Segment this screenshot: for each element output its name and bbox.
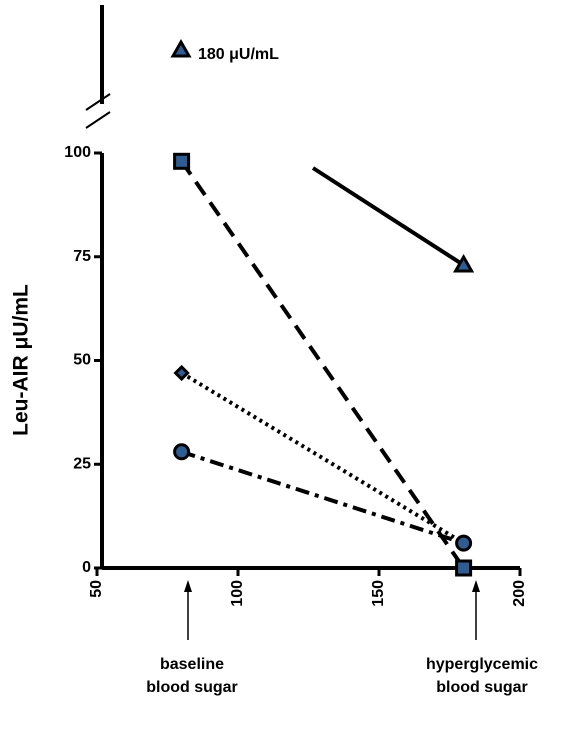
y-tick-label: 0 — [82, 559, 91, 576]
marker — [453, 254, 475, 273]
series-line — [311, 166, 465, 267]
y-axis-label: Leu-AIR μU/mL — [10, 284, 33, 436]
annotation: blood sugar — [436, 679, 528, 696]
marker — [173, 364, 190, 382]
arrow-head — [472, 580, 480, 592]
series-line — [179, 160, 466, 570]
x-tick-label: 100 — [229, 580, 246, 607]
y-tick-label: 25 — [73, 455, 91, 472]
annotation: hyperglycemic — [426, 656, 538, 673]
marker — [455, 534, 473, 552]
x-tick-label: 50 — [88, 580, 105, 598]
marker — [455, 559, 473, 577]
annotation: baseline — [160, 656, 224, 673]
x-tick-label: 200 — [511, 580, 528, 607]
axis-break-slash — [85, 111, 111, 129]
x-tick-label: 150 — [370, 580, 387, 607]
series-line — [180, 449, 465, 546]
marker — [173, 443, 191, 461]
arrow-head — [184, 580, 192, 592]
annotation: blood sugar — [146, 679, 238, 696]
annotation: 180 μU/mL — [198, 46, 279, 63]
series-line — [180, 371, 465, 545]
marker — [170, 38, 192, 58]
marker — [173, 152, 191, 170]
y-tick-label: 75 — [73, 248, 91, 265]
y-tick-label: 100 — [64, 144, 91, 161]
axis-break-slash — [85, 93, 111, 111]
y-tick-label: 50 — [73, 352, 91, 369]
